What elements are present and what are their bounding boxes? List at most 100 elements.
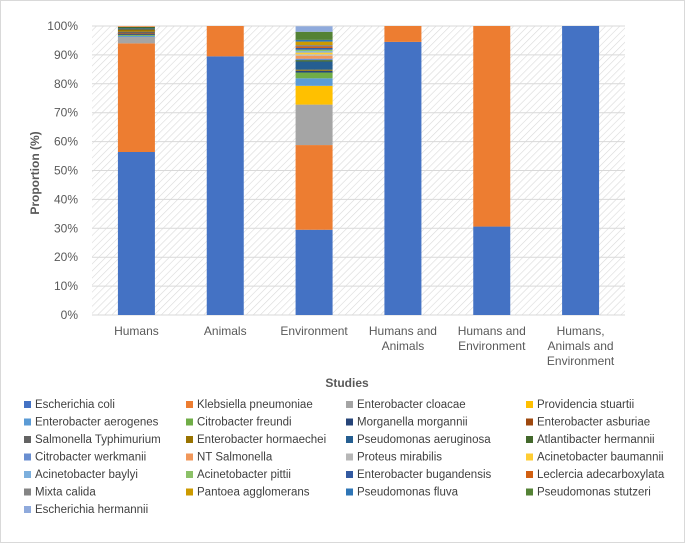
bar-segment: [295, 39, 333, 42]
legend-label: Enterobacter bugandensis: [357, 469, 492, 481]
y-tick-label: 100%: [47, 19, 78, 33]
y-tick-label: 80%: [54, 77, 78, 91]
legend-label: Citrobacter werkmanii: [35, 452, 146, 464]
bar-segment: [295, 61, 333, 70]
legend-label: Mixta calida: [35, 487, 96, 499]
legend-item: Providencia stuartii: [526, 399, 634, 411]
legend-swatch: [186, 401, 193, 408]
legend-label: Morganella morgannii: [357, 417, 468, 429]
bar-segment: [117, 43, 155, 153]
legend-label: Proteus mirabilis: [357, 452, 442, 464]
bar-segment: [295, 52, 333, 55]
bar-segment: [473, 226, 511, 315]
bar-segment: [117, 34, 155, 35]
legend-swatch: [346, 471, 353, 478]
legend-item: Escherichia hermannii: [24, 504, 148, 516]
bar-segment: [295, 41, 333, 46]
legend-label: Pseudomonas aeruginosa: [357, 434, 491, 446]
legend-item: Mixta calida: [24, 487, 96, 499]
bar-segment: [295, 85, 333, 105]
legend-swatch: [24, 436, 31, 443]
legend-label: NT Salmonella: [197, 452, 273, 464]
bar-segment: [117, 36, 155, 44]
bar-segment: [295, 78, 333, 86]
legend-swatch: [24, 471, 31, 478]
legend-label: Acinetobacter baumannii: [537, 452, 664, 464]
bar-segment: [295, 104, 333, 146]
bar-segment: [117, 31, 155, 34]
legend-swatch: [24, 453, 31, 461]
bar-segment: [295, 229, 333, 315]
legend-item: Acinetobacter pittii: [186, 469, 291, 481]
legend-swatch: [346, 453, 353, 461]
bar-segment: [562, 26, 600, 315]
y-tick-label: 90%: [54, 48, 78, 62]
legend-swatch: [186, 488, 193, 496]
bar-segment: [206, 26, 244, 57]
legend-swatch: [186, 453, 193, 461]
legend-swatch: [526, 453, 533, 461]
legend-label: Providencia stuartii: [537, 399, 634, 411]
bar-segment: [295, 72, 333, 79]
bar-segment: [473, 26, 511, 227]
legend-label: Pseudomonas fluva: [357, 487, 459, 499]
x-axis-tick-labels: Humans Animals Environment Humans and Animal…: [114, 324, 615, 368]
legend: Escherichia coli Klebsiella pneumoniae Ent…: [24, 399, 665, 516]
legend-swatch: [346, 418, 353, 426]
x-tick-label: Environment: [280, 324, 348, 338]
bar-segment: [117, 152, 155, 315]
bar-segment: [295, 70, 333, 73]
legend-label: Enterobacter cloacae: [357, 399, 466, 411]
legend-swatch: [186, 418, 193, 426]
legend-swatch: [526, 418, 533, 426]
legend-label: Klebsiella pneumoniae: [197, 399, 313, 411]
y-axis-title: Proportion (%): [28, 131, 42, 214]
legend-label: Escherichia coli: [35, 399, 115, 411]
legend-swatch: [526, 401, 533, 408]
y-tick-label: 0%: [61, 308, 79, 322]
legend-swatch: [24, 506, 31, 513]
legend-item: Enterobacter cloacae: [346, 399, 466, 411]
legend-label: Leclercia adecarboxylata: [537, 469, 665, 481]
legend-item: Citrobacter freundi: [186, 417, 292, 429]
bar-segment: [384, 26, 422, 42]
x-tick-label: Animals: [204, 324, 247, 338]
x-tick-label: Humans and Environment: [458, 324, 526, 353]
bar-segment: [295, 58, 333, 61]
bar-segment: [117, 26, 155, 29]
x-tick-label: Humans and Animals: [369, 324, 437, 353]
bar-segment: [117, 29, 155, 32]
bar-segment: [117, 28, 155, 30]
legend-label: Acinetobacter baylyi: [35, 469, 138, 481]
legend-item: Enterobacter bugandensis: [346, 469, 492, 481]
legend-item: Salmonella Typhimurium: [24, 434, 161, 446]
gridlines: [92, 25, 625, 316]
bar-segment: [295, 31, 333, 40]
legend-swatch: [526, 471, 533, 478]
y-tick-label: 70%: [54, 106, 78, 120]
legend-item: Acinetobacter baylyi: [24, 469, 138, 481]
legend-item: Escherichia coli: [24, 399, 115, 411]
y-tick-label: 10%: [54, 279, 78, 293]
legend-label: Enterobacter aerogenes: [35, 417, 159, 429]
legend-item: Enterobacter aerogenes: [24, 417, 159, 429]
legend-item: Enterobacter asburiae: [526, 417, 650, 429]
bar-segment: [295, 145, 333, 230]
bar-segment: [295, 51, 333, 53]
bar-segment: [295, 45, 333, 47]
legend-item: Citrobacter werkmanii: [24, 452, 146, 464]
legend-item: Enterobacter hormaechei: [186, 434, 326, 446]
legend-item: Klebsiella pneumoniae: [186, 399, 313, 411]
legend-item: Pseudomonas aeruginosa: [346, 434, 491, 446]
bar-segment: [295, 54, 333, 56]
y-tick-label: 20%: [54, 250, 78, 264]
bar-segment: [295, 49, 333, 52]
legend-swatch: [24, 488, 31, 496]
legend-item: Pseudomonas fluva: [346, 487, 459, 499]
x-axis-title: Studies: [325, 376, 369, 390]
bar-segment: [295, 55, 333, 59]
y-tick-label: 30%: [54, 221, 78, 235]
bar-segment: [117, 35, 155, 37]
